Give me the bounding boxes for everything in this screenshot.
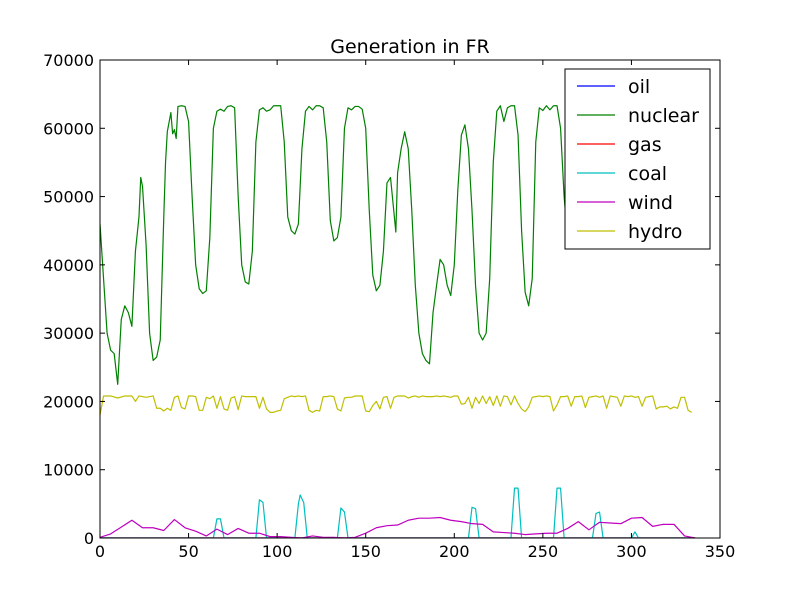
plot-area-frame [99, 59, 721, 539]
x-tick-label: 350 [705, 542, 736, 561]
x-tick-label: 100 [262, 542, 293, 561]
axis-ticks: 0 50 100 150 200 250 300 350 0 10000 20000 30000 400… [43, 51, 735, 561]
plot-lines [100, 105, 696, 538]
x-tick-label: 0 [95, 542, 105, 561]
series-line-wind [100, 516, 696, 538]
legend-label-wind: wind [628, 192, 673, 214]
x-tick-label: 150 [350, 542, 381, 561]
y-tick-label: 0 [84, 529, 94, 548]
chart-title: Generation in FR [330, 36, 490, 58]
legend-label-nuclear: nuclear [628, 105, 699, 127]
y-tick-label: 60000 [43, 119, 94, 138]
legend-label-coal: coal [628, 163, 667, 185]
legend-label-hydro: hydro [628, 221, 682, 243]
y-tick-label: 20000 [43, 392, 94, 411]
legend: oil nuclear gas coal wind hydro [564, 68, 711, 250]
series-line-nuclear [100, 105, 590, 385]
y-tick-label: 40000 [43, 256, 94, 275]
x-tick-label: 50 [178, 542, 198, 561]
x-tick-label: 200 [439, 542, 470, 561]
series-line-hydro [100, 395, 692, 416]
y-tick-label: 10000 [43, 461, 94, 480]
legend-label-gas: gas [628, 134, 662, 156]
y-tick-label: 30000 [43, 324, 94, 343]
legend-label-oil: oil [628, 76, 650, 98]
legend-box [564, 68, 711, 250]
x-tick-label: 250 [528, 542, 559, 561]
series-line-coal [100, 487, 696, 538]
y-tick-label: 50000 [43, 188, 94, 207]
x-tick-label: 300 [616, 542, 647, 561]
y-tick-label: 70000 [43, 51, 94, 70]
